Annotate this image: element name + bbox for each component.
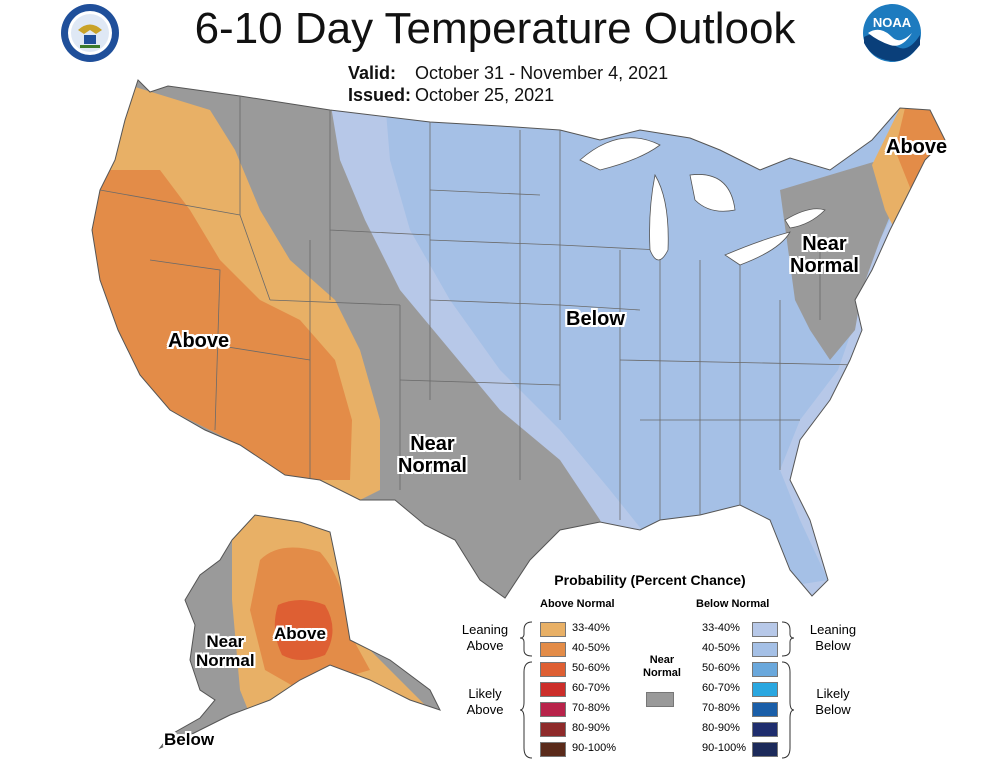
- legend-below-label: 90-100%: [702, 742, 747, 754]
- label-central-near-normal: Near Normal: [398, 433, 467, 477]
- legend-above-label: 50-60%: [572, 662, 610, 674]
- noaa-logo: NOAA: [863, 4, 921, 62]
- map-title: 6-10 Day Temperature Outlook: [194, 4, 796, 53]
- legend-near-normal-label: Near Normal: [643, 654, 681, 679]
- label-west-above: Above: [168, 330, 230, 352]
- legend-above-label: 80-90%: [572, 722, 610, 734]
- legend-likely-below: Likely Below: [815, 686, 851, 717]
- legend-below-swatch: [752, 702, 778, 717]
- legend-above-label: 90-100%: [572, 742, 617, 754]
- label-ne-above: Above: [886, 136, 948, 158]
- label-ak-above: Above: [274, 624, 326, 643]
- legend-likely-above: Likely Above: [466, 686, 504, 717]
- date-info: Valid: October 31 - November 4, 2021 Iss…: [348, 62, 668, 106]
- legend-below-swatch: [752, 642, 778, 657]
- legend-below-swatch: [752, 742, 778, 757]
- label-ak-near-normal: Near Normal: [196, 632, 255, 670]
- issued-date: October 25, 2021: [415, 85, 555, 105]
- legend-below-label: 50-60%: [702, 662, 740, 674]
- state-borders: [99, 96, 861, 520]
- legend-title: Probability (Percent Chance): [554, 572, 746, 588]
- label-ne-near-normal: Near Normal: [790, 233, 859, 277]
- label-ak-below: Below: [164, 730, 215, 749]
- legend-leaning-below: Leaning Below: [809, 622, 857, 653]
- legend-above-header: Above Normal: [540, 598, 615, 610]
- legend-below-header: Below Normal: [696, 598, 770, 610]
- issued-label: Issued:: [348, 85, 412, 105]
- legend-below-label: 40-50%: [702, 642, 740, 654]
- legend-above-swatch: [540, 722, 566, 737]
- noaa-logo-text: NOAA: [873, 15, 912, 30]
- great-lakes: [579, 137, 826, 266]
- legend-braces-above: [519, 621, 533, 759]
- valid-label: Valid:: [348, 63, 397, 83]
- label-central-below: Below: [566, 308, 625, 330]
- legend-above-swatch: [540, 682, 566, 697]
- legend-below-label: 70-80%: [702, 702, 740, 714]
- legend-above-swatch: [540, 642, 566, 657]
- legend-braces-below: [781, 621, 795, 759]
- legend-above-label: 33-40%: [572, 622, 610, 634]
- commerce-seal-logo: [61, 4, 119, 62]
- legend-above-label: 60-70%: [572, 682, 610, 694]
- legend-above-swatch: [540, 742, 566, 757]
- legend-above-label: 70-80%: [572, 702, 610, 714]
- legend-above-swatch: [540, 662, 566, 677]
- legend-above-label: 40-50%: [572, 642, 610, 654]
- legend-below-label: 80-90%: [702, 722, 740, 734]
- legend-below-label: 60-70%: [702, 682, 740, 694]
- legend-below-swatch: [752, 682, 778, 697]
- legend-near-normal-swatch: [646, 692, 674, 707]
- legend-below-swatch: [752, 722, 778, 737]
- legend-below-label: 33-40%: [702, 622, 740, 634]
- legend-below-swatch: [752, 622, 778, 637]
- valid-dates: October 31 - November 4, 2021: [415, 63, 669, 83]
- legend-above-swatch: [540, 622, 566, 637]
- legend: Probability (Percent Chance) Above Norma…: [440, 570, 860, 765]
- legend-leaning-above: Leaning Above: [461, 622, 509, 653]
- legend-below-swatch: [752, 662, 778, 677]
- legend-above-swatch: [540, 702, 566, 717]
